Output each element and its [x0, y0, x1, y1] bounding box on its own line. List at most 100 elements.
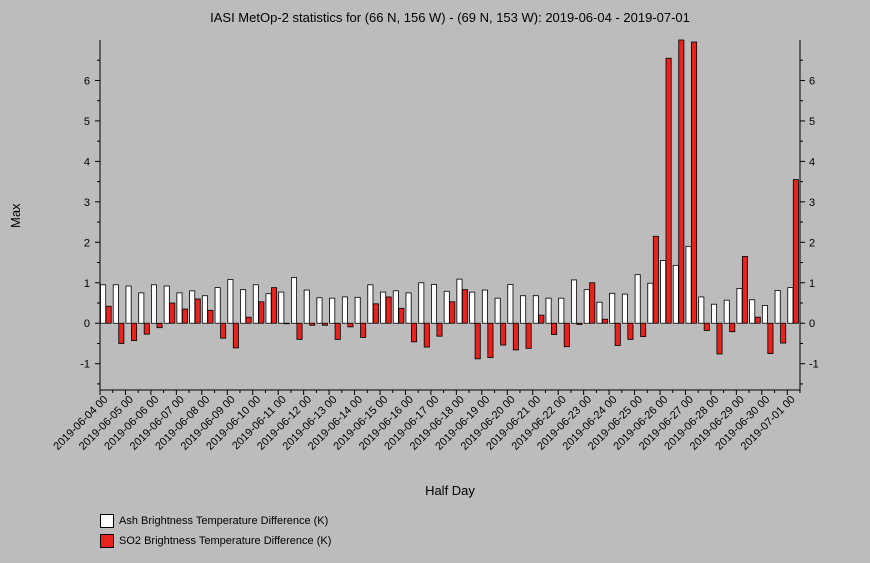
so2-bar-14	[283, 322, 290, 325]
legend-item-ash: Ash Brightness Temperature Difference (K…	[100, 513, 328, 529]
ash-bar-31	[494, 297, 501, 324]
ash-bar-4	[151, 284, 158, 324]
so2-bar-10	[232, 322, 239, 349]
ash-bar-1	[112, 284, 119, 324]
ash-bar-51	[749, 299, 756, 324]
y-tick-label-left: 2	[84, 237, 90, 249]
so2-bar-6	[181, 308, 188, 324]
so2-bar-15	[296, 322, 303, 340]
so2-bar-36	[563, 322, 570, 348]
ash-bar-48	[711, 303, 718, 324]
y-tick-label-left: 0	[84, 318, 90, 330]
so2-bar-2	[131, 322, 138, 342]
so2-bar-53	[780, 322, 787, 344]
so2-bar-39	[601, 318, 608, 324]
y-tick-label-left: -1	[80, 359, 90, 371]
legend-label-ash: Ash Brightness Temperature Difference (K…	[119, 515, 329, 527]
so2-bar-43	[652, 235, 659, 324]
ash-bar-44	[660, 260, 667, 324]
so2-bar-49	[729, 322, 736, 333]
x-axis-label: Half Day	[425, 483, 475, 498]
ash-bar-20	[354, 296, 361, 324]
so2-bar-50	[741, 256, 748, 324]
ash-bar-54	[787, 287, 794, 324]
so2-bar-35	[551, 322, 558, 335]
ash-bar-27	[443, 290, 450, 324]
so2-bar-16	[309, 322, 316, 326]
ash-bar-45	[672, 264, 679, 324]
ash-bar-29	[469, 291, 476, 324]
so2-bar-19	[347, 322, 354, 328]
so2-bar-22	[385, 296, 392, 324]
y-tick-label-right: 0	[809, 318, 815, 330]
ash-bar-15	[291, 277, 298, 324]
so2-bar-28	[461, 289, 468, 324]
ash-bar-50	[736, 288, 743, 324]
so2-bar-20	[360, 322, 367, 338]
ash-bar-8	[201, 295, 208, 324]
y-tick-label-right: 4	[809, 156, 815, 168]
so2-bar-41	[627, 322, 634, 340]
so2-bar-31	[500, 322, 507, 346]
so2-bar-7	[194, 298, 201, 324]
ash-bar-19	[341, 296, 348, 324]
so2-bar-17	[321, 322, 328, 326]
ash-bar-33	[520, 295, 527, 324]
y-tick-label-right: 1	[809, 278, 815, 290]
ash-bar-53	[774, 290, 781, 324]
ash-bar-16	[303, 289, 310, 324]
ash-bar-47	[698, 296, 705, 324]
y-tick-label-right: 2	[809, 237, 815, 249]
so2-bar-48	[716, 322, 723, 355]
ash-bar-17	[316, 297, 323, 324]
so2-bar-3	[143, 322, 150, 335]
y-tick-label-right: 6	[809, 75, 815, 87]
ash-bar-49	[723, 299, 730, 324]
ash-bar-30	[481, 289, 488, 324]
ash-bar-14	[278, 291, 285, 324]
y-tick-label-right: -1	[809, 359, 819, 371]
so2-bar-52	[767, 322, 774, 354]
so2-bar-26	[436, 322, 443, 337]
ash-bar-7	[189, 290, 196, 324]
so2-bar-29	[474, 322, 481, 360]
ash-bar-22	[380, 291, 387, 324]
y-tick-label-left: 6	[84, 75, 90, 87]
ash-bar-25	[418, 282, 425, 324]
so2-bar-25	[423, 322, 430, 348]
ash-bar-12	[252, 284, 259, 324]
legend-label-so2: SO2 Brightness Temperature Difference (K…	[119, 535, 332, 547]
so2-bar-21	[372, 303, 379, 324]
ash-bar-40	[609, 292, 616, 324]
so2-bar-37	[576, 322, 583, 325]
chart-title: IASI MetOp-2 statistics for (66 N, 156 W…	[210, 10, 690, 25]
y-tick-label-right: 3	[809, 197, 815, 209]
ash-bar-35	[545, 297, 552, 324]
so2-bar-32	[512, 322, 519, 351]
so2-bar-23	[398, 307, 405, 324]
ash-bar-13	[265, 293, 272, 324]
so2-bar-34	[538, 314, 545, 324]
ash-bar-38	[583, 289, 590, 324]
ash-bar-5	[163, 285, 170, 324]
so2-bar-24	[411, 322, 418, 343]
ash-bar-23	[392, 290, 399, 324]
ash-bar-6	[176, 292, 183, 324]
so2-bar-38	[589, 282, 596, 324]
so2-bar-30	[487, 322, 494, 359]
ash-bar-34	[532, 295, 539, 324]
so2-bar-11	[245, 316, 252, 324]
ash-bar-2	[125, 285, 132, 324]
so2-bar-51	[754, 316, 761, 324]
so2-bar-1	[118, 322, 125, 344]
y-tick-label-right: 5	[809, 116, 815, 128]
ash-bar-18	[329, 297, 336, 324]
ash-bar-26	[431, 283, 438, 324]
ash-bar-43	[647, 282, 654, 324]
so2-bar-44	[665, 57, 672, 324]
so2-bar-47	[703, 322, 710, 331]
so2-bar-12	[258, 301, 265, 324]
ash-bar-11	[240, 289, 247, 324]
ash-bar-46	[685, 245, 692, 324]
